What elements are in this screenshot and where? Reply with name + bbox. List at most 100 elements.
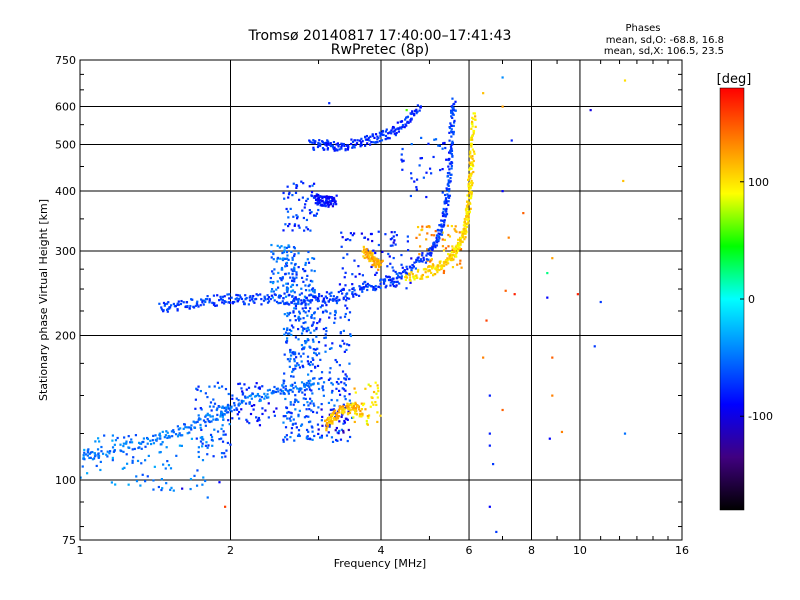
trace-point [421,273,424,277]
cluster-point [351,234,354,237]
cluster-point [290,324,294,327]
trace-point [409,120,412,123]
scatter-point [501,105,504,108]
cluster-point [308,185,311,188]
trace-point [233,300,236,304]
cluster-point [308,209,311,212]
trace-point [323,195,327,199]
trace-point [252,300,255,303]
trace-point [470,145,473,148]
cluster-point [125,440,128,443]
cluster-point [223,452,226,455]
cluster-point [285,207,288,211]
trace-point [189,426,192,430]
cluster-point [341,387,344,390]
trace-point [354,403,357,406]
trace-point [448,254,451,257]
cluster-point [294,385,297,388]
trace-point [309,301,312,304]
trace-point [277,390,280,393]
cluster-point [290,250,293,253]
cluster-point [241,392,245,395]
trace-point [319,144,322,147]
trace-point [412,265,416,268]
cluster-point [384,233,387,236]
cluster-point [285,246,288,250]
cluster-point [241,393,244,396]
cluster-point [311,426,314,429]
trace-point [366,282,369,286]
scatter-point [546,271,549,275]
trace-point [446,193,449,196]
cluster-point [372,390,376,394]
cluster-point [293,353,297,356]
cluster-point [365,284,368,287]
cluster-point [297,429,301,432]
trace-point [440,223,443,226]
trace-point [309,384,312,387]
cluster-point [406,249,410,252]
trace-point [263,397,266,400]
cluster-point [294,422,297,425]
trace-point [106,455,109,458]
trace-point [226,293,229,296]
cluster-point [305,330,308,333]
cluster-point [180,444,183,447]
trace-point [359,142,363,145]
cluster-point [298,226,301,229]
trace-point [318,199,321,203]
trace-point [438,224,441,227]
cluster-point [284,436,287,439]
trace-point [324,295,327,298]
trace-point [457,248,460,251]
trace-point [196,420,199,423]
trace-point [322,204,325,207]
trace-point [325,428,328,431]
trace-point [405,274,408,277]
cluster-point [310,313,314,317]
trace-point [162,309,165,312]
cluster-point [314,352,317,355]
trace-point [131,448,134,451]
trace-point [221,298,224,301]
trace-point [438,237,441,240]
cluster-point [336,399,339,402]
trace-point [467,178,470,181]
trace-point [179,302,183,306]
trace-point [120,449,123,453]
cluster-point [418,164,421,167]
trace-point [437,232,440,235]
trace-point [331,420,334,423]
cluster-point [345,348,348,352]
cluster-point [357,265,360,268]
cluster-point [394,270,397,274]
trace-point [113,449,116,452]
cluster-point [442,142,445,145]
trace-point [219,295,222,298]
cluster-point [320,436,324,439]
cluster-point [231,417,234,420]
trace-point [279,301,282,305]
trace-point [362,245,365,248]
cluster-point [391,266,394,269]
trace-point [373,257,376,260]
trace-point [450,115,453,118]
cluster-point [116,436,119,440]
cluster-point [310,288,314,291]
trace-point [344,148,347,151]
trace-point [471,155,474,158]
cluster-point [402,159,405,162]
cluster-point [307,373,310,376]
cluster-point [347,428,350,432]
trace-point [300,299,303,302]
trace-point [438,268,441,272]
trace-point [341,409,344,412]
cluster-point [337,377,340,381]
cluster-point [321,385,324,388]
trace-point [351,291,354,294]
cluster-point [144,459,147,462]
trace-point [196,303,199,306]
trace-point [179,427,182,430]
trace-point [326,148,329,151]
trace-point [359,288,362,291]
